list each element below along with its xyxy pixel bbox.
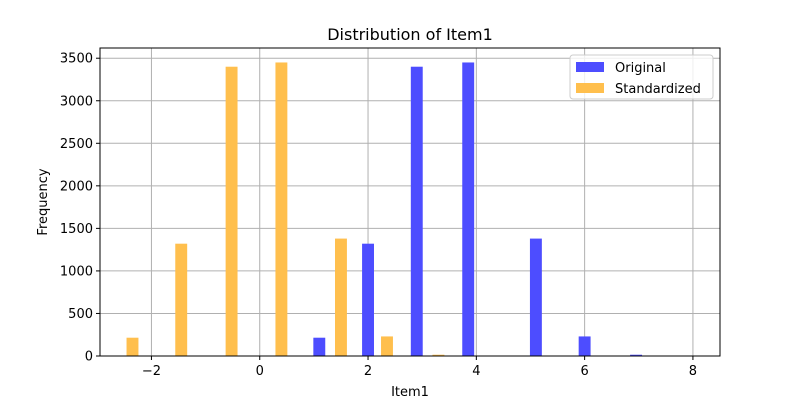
bar-standardized (126, 337, 139, 356)
y-tick-label: 3000 (60, 94, 93, 109)
x-tick-label: 8 (689, 364, 697, 379)
x-tick-label: 2 (364, 364, 372, 379)
x-tick-label: 0 (256, 364, 264, 379)
y-tick-label: 1000 (60, 264, 93, 279)
bar-standardized (335, 238, 347, 356)
x-axis-label: Item1 (391, 385, 429, 400)
y-tick-label: 1500 (60, 222, 93, 237)
y-axis: 0 500 1000 1500 2000 2500 3000 3500 (60, 52, 100, 365)
plot-frame (99, 47, 721, 357)
bar-original (410, 66, 423, 356)
y-tick-label: 2000 (60, 179, 93, 194)
bar-original (313, 337, 326, 356)
bar-standardized (275, 62, 288, 357)
x-axis: −2 0 2 4 6 8 (142, 356, 697, 379)
y-axis-label: Frequency (36, 168, 51, 235)
bar-standardized (175, 243, 188, 356)
chart-title: Distribution of Item1 (327, 25, 493, 44)
bar-original (630, 354, 643, 356)
bar-standardized (432, 354, 445, 356)
y-tick-label: 3500 (60, 52, 93, 67)
bar-original (578, 336, 591, 356)
y-tick-label: 500 (68, 307, 93, 322)
bar-standardized (225, 66, 238, 356)
bar-original (362, 243, 374, 356)
x-tick-label: 6 (580, 364, 588, 379)
legend-swatch-standardized (576, 83, 604, 93)
bar-standardized (381, 336, 393, 356)
legend-label-original: Original (615, 61, 666, 76)
legend: Original Standardized (569, 54, 714, 100)
bar-original (462, 62, 475, 357)
y-tick-label: 2500 (60, 137, 93, 152)
legend-swatch-original (576, 62, 604, 72)
y-tick-label: 0 (85, 350, 93, 365)
bar-original (529, 238, 542, 356)
x-tick-label: −2 (142, 364, 161, 379)
legend-box (569, 54, 714, 100)
legend-label-standardized: Standardized (615, 82, 701, 97)
bar-marks (126, 62, 643, 357)
x-tick-label: 4 (472, 364, 480, 379)
